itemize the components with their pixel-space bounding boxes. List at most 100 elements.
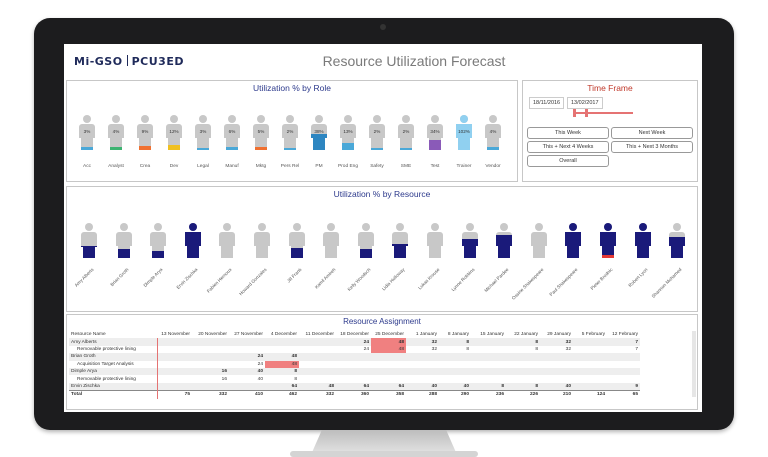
figure-fill [123, 249, 130, 258]
table-cell [336, 361, 371, 368]
column-header[interactable]: 11 December [305, 332, 334, 338]
figure-part [608, 246, 614, 258]
figure-fill [638, 223, 647, 231]
end-date-input[interactable]: 13/02/2017 [567, 97, 603, 109]
figure-part [461, 232, 478, 246]
resource-figure-icon[interactable] [254, 223, 270, 258]
table-cell [540, 375, 573, 382]
role-figure-icon[interactable]: 3% [79, 115, 95, 150]
table-cell: 75 [157, 390, 192, 399]
figure-fill [493, 147, 499, 150]
role-figure-icon[interactable]: 38% [311, 115, 327, 150]
table-row[interactable]: Brian Groth 24 48 [69, 353, 640, 361]
column-header[interactable]: 13 November [161, 332, 190, 338]
figure-part [427, 124, 443, 138]
role-figure-icon[interactable]: 13% [340, 115, 356, 150]
resource-figure-icon[interactable] [634, 223, 651, 258]
role-figure-icon[interactable]: 4% [485, 115, 501, 150]
role-figure-icon[interactable]: 34% [427, 115, 443, 150]
next-4-weeks-button[interactable]: This + Next 4 Weeks [527, 141, 609, 153]
column-header[interactable]: 18 December [340, 332, 369, 338]
column-header[interactable]: 20 November [198, 332, 227, 338]
role-figure-icon[interactable]: 2% [369, 115, 385, 150]
next-3-months-button[interactable]: This + Next 3 Months [611, 141, 693, 153]
slider-end-handle[interactable] [585, 109, 588, 117]
resource-figure-icon[interactable] [427, 223, 443, 258]
resource-figure-icon[interactable] [288, 223, 305, 258]
resource-name-label: Michael Pardee [483, 267, 510, 294]
resource-figure-icon[interactable] [600, 223, 616, 258]
resource-figure-icon[interactable] [461, 223, 478, 258]
resource-figure-icon[interactable] [669, 223, 686, 258]
start-date-input[interactable]: 18/11/2016 [529, 97, 565, 109]
next-week-button[interactable]: Next Week [611, 127, 693, 139]
role-pct-label: 12% [169, 129, 179, 134]
role-figure-icon[interactable]: 102% [456, 115, 472, 150]
resource-figure-icon[interactable] [150, 223, 167, 258]
table-row[interactable]: Acquisition Target Analysis 24 48 [69, 360, 640, 368]
column-header[interactable]: 8 January [447, 332, 469, 338]
this-week-button[interactable]: This Week [527, 127, 609, 139]
column-header[interactable]: Resource Name [71, 332, 106, 338]
role-figure-icon[interactable]: 3% [195, 115, 211, 150]
resource-figure-icon[interactable] [565, 223, 582, 258]
overall-button[interactable]: Overall [527, 155, 609, 167]
resource-figure-icon[interactable] [530, 223, 547, 258]
table-row[interactable]: Ervin Zischka 64 48 64 64 40 40 8 8 40 9 [69, 382, 640, 391]
column-header[interactable]: 1 January [415, 332, 437, 338]
table-row[interactable]: Removable protective lining 16 40 8 [69, 375, 640, 383]
figure-fill [458, 138, 464, 150]
table-cell: 8 [439, 338, 471, 346]
role-figure-icon[interactable]: 2% [282, 115, 298, 150]
slider-start-handle[interactable] [573, 109, 576, 117]
column-header[interactable]: 4 December [270, 332, 297, 338]
role-figure-icon[interactable]: 5% [253, 115, 269, 150]
table-cell [540, 353, 573, 361]
date-range-slider[interactable] [573, 109, 633, 117]
role-figure-icon[interactable]: 2% [398, 115, 414, 150]
column-header[interactable]: 29 January [547, 332, 571, 338]
figure-part [145, 138, 151, 150]
role-figure-icon[interactable]: 6% [224, 115, 240, 150]
role-label: Mktg [255, 164, 267, 169]
figure-part [344, 115, 352, 123]
table-cell [336, 367, 371, 376]
resource-figure-icon[interactable] [81, 223, 97, 258]
column-header[interactable]: 25 December [375, 332, 404, 338]
table-scrollbar[interactable] [692, 331, 696, 397]
table-cell [406, 353, 439, 361]
figure-fill [569, 223, 578, 231]
resource-figure-icon[interactable] [357, 223, 374, 258]
table-row[interactable]: Removable protective lining 24 48 32 8 8 32 7 [69, 345, 640, 354]
figure-part [224, 124, 240, 138]
resource-name-label: Shannon Mohamed [650, 267, 683, 299]
column-header[interactable]: 27 November [234, 332, 263, 338]
figure-part [292, 223, 301, 231]
figure-fill [174, 145, 180, 150]
resource-figure-icon[interactable] [115, 223, 132, 258]
figure-fill [567, 246, 574, 258]
column-header[interactable]: 12 February [612, 332, 638, 338]
column-header[interactable]: 22 January [514, 332, 538, 338]
role-figure-icon[interactable]: 4% [108, 115, 124, 150]
resource-figure-icon[interactable] [219, 223, 236, 258]
table-row[interactable]: Dimple Arya 16 40 8 [69, 367, 640, 376]
role-figure-icon[interactable]: 12% [166, 115, 182, 150]
resource-figure-icon[interactable] [496, 223, 513, 258]
resource-figure-icon[interactable] [392, 223, 409, 258]
table-row[interactable]: Total 75 332 410 462 332 360 358 288 290 236 226 210… [69, 390, 640, 399]
table-cell [336, 353, 371, 361]
figure-fill [313, 138, 319, 150]
figure-fill [604, 223, 612, 231]
resource-figure-icon[interactable] [323, 223, 340, 258]
column-header[interactable]: 5 February [581, 332, 605, 338]
figure-part [604, 223, 612, 231]
row-label: Amy Alberts [69, 338, 158, 346]
column-header[interactable]: 15 January [480, 332, 504, 338]
figure-fill [290, 148, 296, 150]
resource-figure-icon[interactable] [184, 223, 201, 258]
page-title: Resource Utilization Forecast [322, 53, 506, 69]
table-row[interactable]: Amy Alberts 24 48 32 8 8 32 7 [69, 338, 640, 346]
role-figure-icon[interactable]: 9% [137, 115, 153, 150]
figure-part [464, 138, 470, 150]
